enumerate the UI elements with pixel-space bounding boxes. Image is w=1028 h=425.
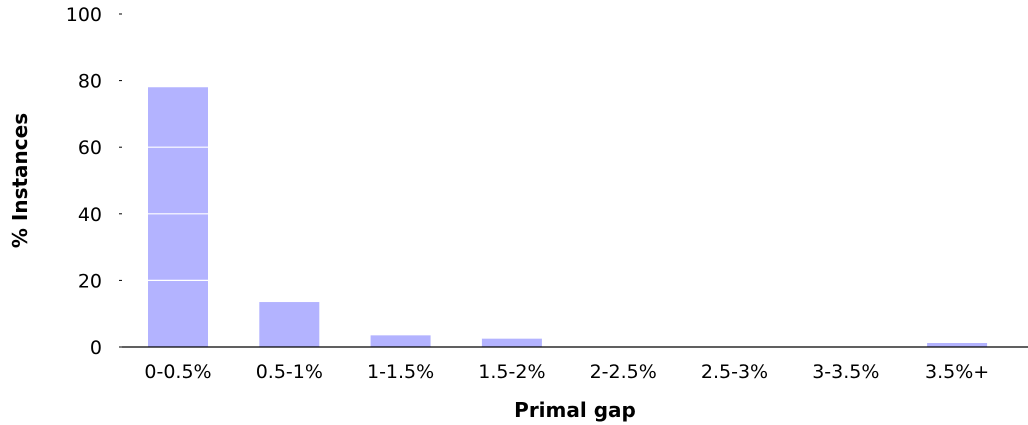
x-tick-label: 0-0.5% — [144, 361, 211, 383]
x-tick-label: 1.5-2% — [478, 361, 545, 383]
bar-1-1.5% — [370, 335, 431, 347]
y-tick-label: 20 — [78, 270, 102, 292]
bars — [148, 87, 988, 347]
y-axis: 0 20 40 60 80 100 — [66, 4, 122, 359]
x-tick-label: 2-2.5% — [590, 361, 657, 383]
gridlines — [122, 79, 1028, 281]
x-axis-title: Primal gap — [514, 398, 636, 422]
bar-3.5%+ — [927, 343, 988, 347]
y-axis-title: % Instances — [8, 113, 32, 248]
x-tick-label: 3-3.5% — [812, 361, 879, 383]
y-tick-label: 40 — [78, 204, 102, 226]
y-tick-label: 0 — [90, 337, 102, 359]
x-axis: 0-0.5% 0.5-1% 1-1.5% 1.5-2% 2-2.5% 2.5-3% 3-3.… — [144, 361, 989, 383]
x-tick-label: 2.5-3% — [701, 361, 768, 383]
y-tick-label: 100 — [66, 4, 102, 26]
x-tick-label: 0.5-1% — [256, 361, 323, 383]
bar-0-0.5% — [148, 87, 208, 347]
x-tick-label: 3.5%+ — [925, 361, 989, 383]
bar-1.5-2% — [481, 338, 542, 347]
y-tick-label: 60 — [78, 137, 102, 159]
y-tick-label: 80 — [78, 71, 102, 93]
bar-0.5-1% — [259, 302, 320, 347]
x-tick-label: 1-1.5% — [367, 361, 434, 383]
